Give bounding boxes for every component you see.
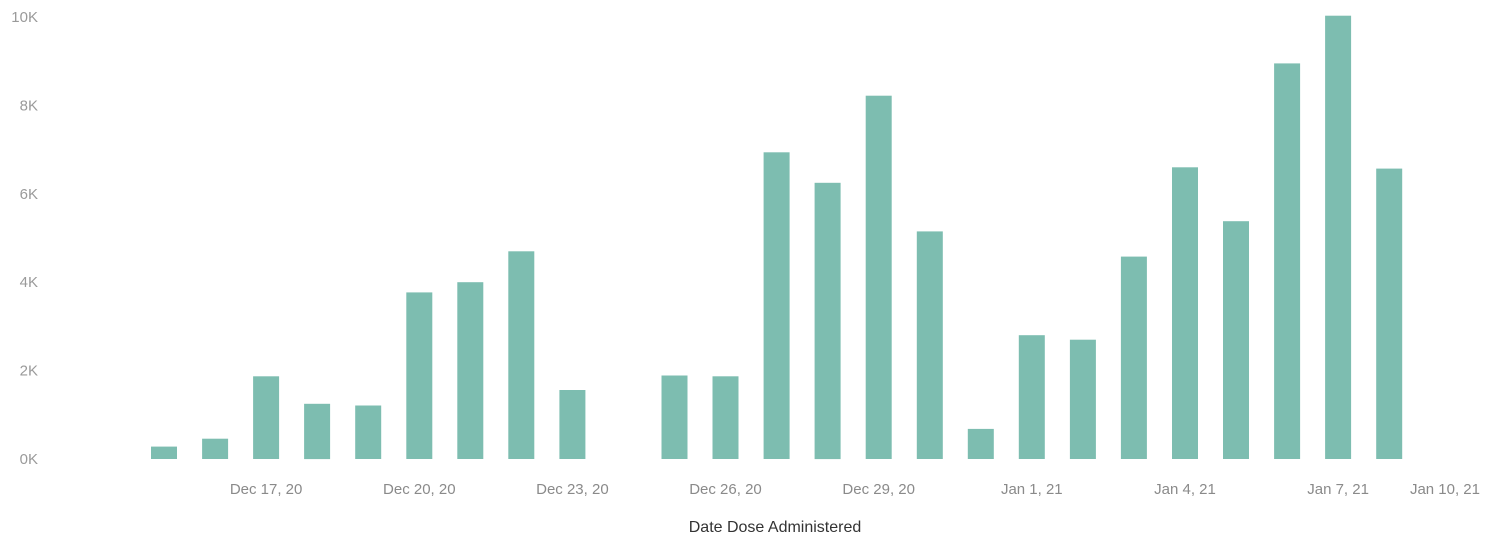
y-axis: 0K 2K 4K 6K 8K 10K <box>11 9 38 468</box>
bar[interactable] <box>559 390 586 459</box>
bar[interactable] <box>1018 335 1045 459</box>
bar[interactable] <box>151 446 177 459</box>
bar[interactable] <box>1223 221 1249 459</box>
bar[interactable] <box>508 251 535 459</box>
y-tick-label: 6K <box>20 186 38 203</box>
x-tick-label: Jan 10, 21 <box>1410 481 1480 498</box>
x-tick-label: Dec 23, 20 <box>536 481 609 498</box>
y-tick-label: 2K <box>20 363 38 380</box>
x-tick-label: Jan 7, 21 <box>1307 481 1369 498</box>
bar[interactable] <box>865 95 892 459</box>
y-tick-label: 8K <box>20 97 38 114</box>
bar[interactable] <box>1325 15 1352 459</box>
bar[interactable] <box>355 405 382 460</box>
bar[interactable] <box>202 438 229 459</box>
bar[interactable] <box>253 376 280 459</box>
bar[interactable] <box>712 376 739 459</box>
bar[interactable] <box>1069 339 1096 459</box>
y-tick-label: 0K <box>20 451 38 468</box>
bar[interactable] <box>1274 63 1301 460</box>
x-tick-label: Dec 20, 20 <box>383 481 456 498</box>
bar[interactable] <box>1376 168 1403 459</box>
y-tick-label: 4K <box>20 274 38 291</box>
x-axis: Dec 17, 20 Dec 20, 20 Dec 23, 20 Dec 26, 20… <box>230 481 1480 498</box>
x-tick-label: Dec 17, 20 <box>230 481 303 498</box>
x-tick-label: Jan 1, 21 <box>1001 481 1063 498</box>
x-tick-label: Dec 26, 20 <box>689 481 762 498</box>
bar[interactable] <box>814 182 841 460</box>
bar[interactable] <box>763 152 790 460</box>
bar[interactable] <box>457 282 484 459</box>
y-tick-label: 10K <box>11 9 38 26</box>
bar[interactable] <box>1120 256 1147 459</box>
bars <box>151 15 1403 460</box>
bar[interactable] <box>967 428 994 459</box>
bar[interactable] <box>406 292 433 459</box>
x-axis-title: Date Dose Administered <box>689 519 862 536</box>
bar[interactable] <box>304 403 331 460</box>
bar[interactable] <box>916 231 943 459</box>
x-tick-label: Dec 29, 20 <box>842 481 915 498</box>
bar[interactable] <box>1172 167 1198 460</box>
bar[interactable] <box>661 375 688 460</box>
x-tick-label: Jan 4, 21 <box>1154 481 1216 498</box>
